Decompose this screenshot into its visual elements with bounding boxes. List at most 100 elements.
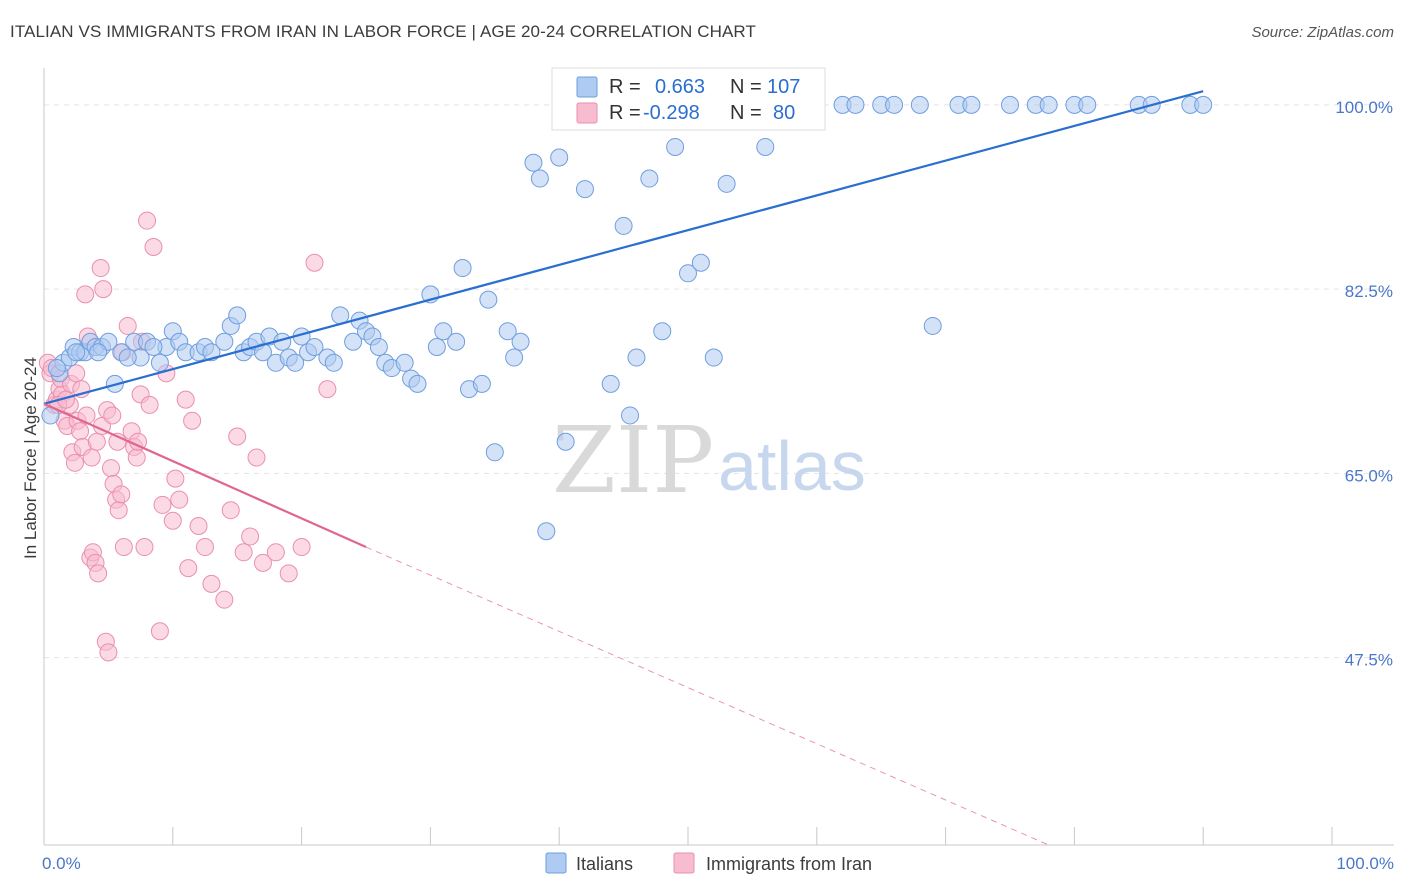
iran-point bbox=[279, 564, 298, 583]
iran-point bbox=[99, 643, 118, 662]
legend-n-label-italians: N = bbox=[730, 76, 762, 98]
legend-box: R = 0.663 N = 107 R = -0.298 N = 80 bbox=[551, 67, 826, 131]
trend-line-iran-extrapolated bbox=[365, 546, 1049, 846]
italians-point bbox=[1194, 95, 1213, 114]
italians-point bbox=[447, 332, 466, 351]
italians-point bbox=[427, 338, 446, 357]
y-tick-label: 82.5% bbox=[1345, 282, 1393, 301]
iran-point bbox=[318, 380, 337, 399]
italians-point bbox=[498, 322, 517, 341]
iran-point bbox=[215, 590, 234, 609]
iran-point bbox=[77, 406, 96, 425]
watermark-zip: ZIP bbox=[552, 407, 714, 514]
italians-point bbox=[556, 432, 575, 451]
iran-point bbox=[202, 574, 221, 593]
italians-point bbox=[627, 348, 646, 367]
iran-point bbox=[101, 459, 120, 478]
iran-point bbox=[118, 316, 137, 335]
legend-r-value-iran: -0.298 bbox=[643, 102, 700, 124]
italians-point bbox=[228, 306, 247, 325]
italians-point bbox=[885, 95, 904, 114]
legend-n-value-iran: 80 bbox=[773, 102, 795, 124]
x-tick-label-min: 0.0% bbox=[42, 854, 81, 873]
iran-point bbox=[266, 543, 285, 562]
y-axis-label: In Labor Force | Age 20-24 bbox=[21, 357, 40, 559]
italians-point bbox=[614, 216, 633, 235]
source-label: Source: ZipAtlas.com bbox=[1251, 24, 1394, 41]
italians-point bbox=[846, 95, 865, 114]
bottom-legend-italians: Italians bbox=[576, 854, 633, 874]
iran-point bbox=[228, 427, 247, 446]
iran-point bbox=[135, 538, 154, 557]
legend-r-label-iran: R = bbox=[609, 102, 641, 124]
iran-point bbox=[183, 411, 202, 430]
iran-point bbox=[170, 490, 189, 509]
italians-point bbox=[215, 332, 234, 351]
italians-point bbox=[505, 348, 524, 367]
iran-point bbox=[163, 511, 182, 530]
axes bbox=[43, 68, 1394, 846]
bottom-legend-iran: Immigrants from Iran bbox=[706, 854, 872, 874]
italians-point bbox=[923, 316, 942, 335]
iran-point bbox=[140, 395, 159, 414]
iran-point bbox=[89, 564, 108, 583]
iran-point bbox=[94, 280, 113, 299]
iran-point bbox=[153, 495, 172, 514]
iran-point bbox=[292, 538, 311, 557]
iran-point bbox=[166, 469, 185, 488]
iran-point bbox=[247, 448, 266, 467]
iran-point bbox=[87, 432, 106, 451]
iran-point bbox=[305, 253, 324, 272]
y-tick-label: 100.0% bbox=[1335, 98, 1393, 117]
iran-point bbox=[176, 390, 195, 409]
italians-point bbox=[1001, 95, 1019, 114]
y-tick-label: 65.0% bbox=[1345, 466, 1393, 485]
italians-point bbox=[1039, 95, 1058, 114]
x-tick-label-max: 100.0% bbox=[1336, 854, 1394, 873]
italians-point bbox=[666, 137, 685, 156]
italians-point bbox=[485, 443, 504, 462]
iran-point bbox=[189, 516, 208, 535]
italians-point bbox=[717, 174, 736, 193]
iran-point bbox=[253, 553, 272, 572]
italians-point bbox=[286, 353, 305, 372]
grid-lines bbox=[44, 104, 1394, 659]
italians-point bbox=[47, 359, 66, 378]
italians-point bbox=[369, 338, 388, 357]
italians-point bbox=[910, 95, 929, 114]
iran-point bbox=[138, 211, 157, 230]
italians-point bbox=[67, 343, 86, 362]
italians-point bbox=[691, 253, 710, 272]
italians-point bbox=[640, 169, 659, 188]
trend-line-iran bbox=[43, 402, 367, 549]
italians-point bbox=[524, 153, 543, 172]
iran-point bbox=[109, 501, 128, 520]
italians-point bbox=[408, 374, 427, 393]
italians-point bbox=[453, 259, 472, 278]
iran-point bbox=[144, 237, 163, 256]
italians-point bbox=[962, 95, 981, 114]
iran-point bbox=[241, 527, 260, 546]
italians-point bbox=[653, 322, 672, 341]
trend-line-italians bbox=[43, 90, 1204, 405]
iran-point bbox=[76, 285, 95, 304]
italians-point bbox=[324, 353, 343, 372]
iran-point bbox=[196, 538, 214, 557]
trend-lines bbox=[43, 90, 1204, 846]
italians-point bbox=[118, 348, 137, 367]
italians-point bbox=[704, 348, 723, 367]
italians-point bbox=[1078, 95, 1097, 114]
legend-n-value-italians: 107 bbox=[767, 76, 800, 98]
italians-point bbox=[601, 374, 620, 393]
bottom-legend-swatch-iran bbox=[673, 852, 695, 874]
italians-point bbox=[679, 264, 697, 283]
italians-point bbox=[479, 290, 498, 309]
legend-swatch-iran bbox=[576, 102, 598, 124]
italians-point bbox=[550, 148, 569, 167]
chart-title: ITALIAN VS IMMIGRANTS FROM IRAN IN LABOR… bbox=[10, 22, 756, 41]
legend-n-label-iran: N = bbox=[730, 102, 762, 124]
bottom-legend-swatch-italians bbox=[545, 852, 567, 874]
italians-point bbox=[575, 180, 594, 199]
italians-point bbox=[395, 353, 414, 372]
italians-point bbox=[344, 332, 363, 351]
